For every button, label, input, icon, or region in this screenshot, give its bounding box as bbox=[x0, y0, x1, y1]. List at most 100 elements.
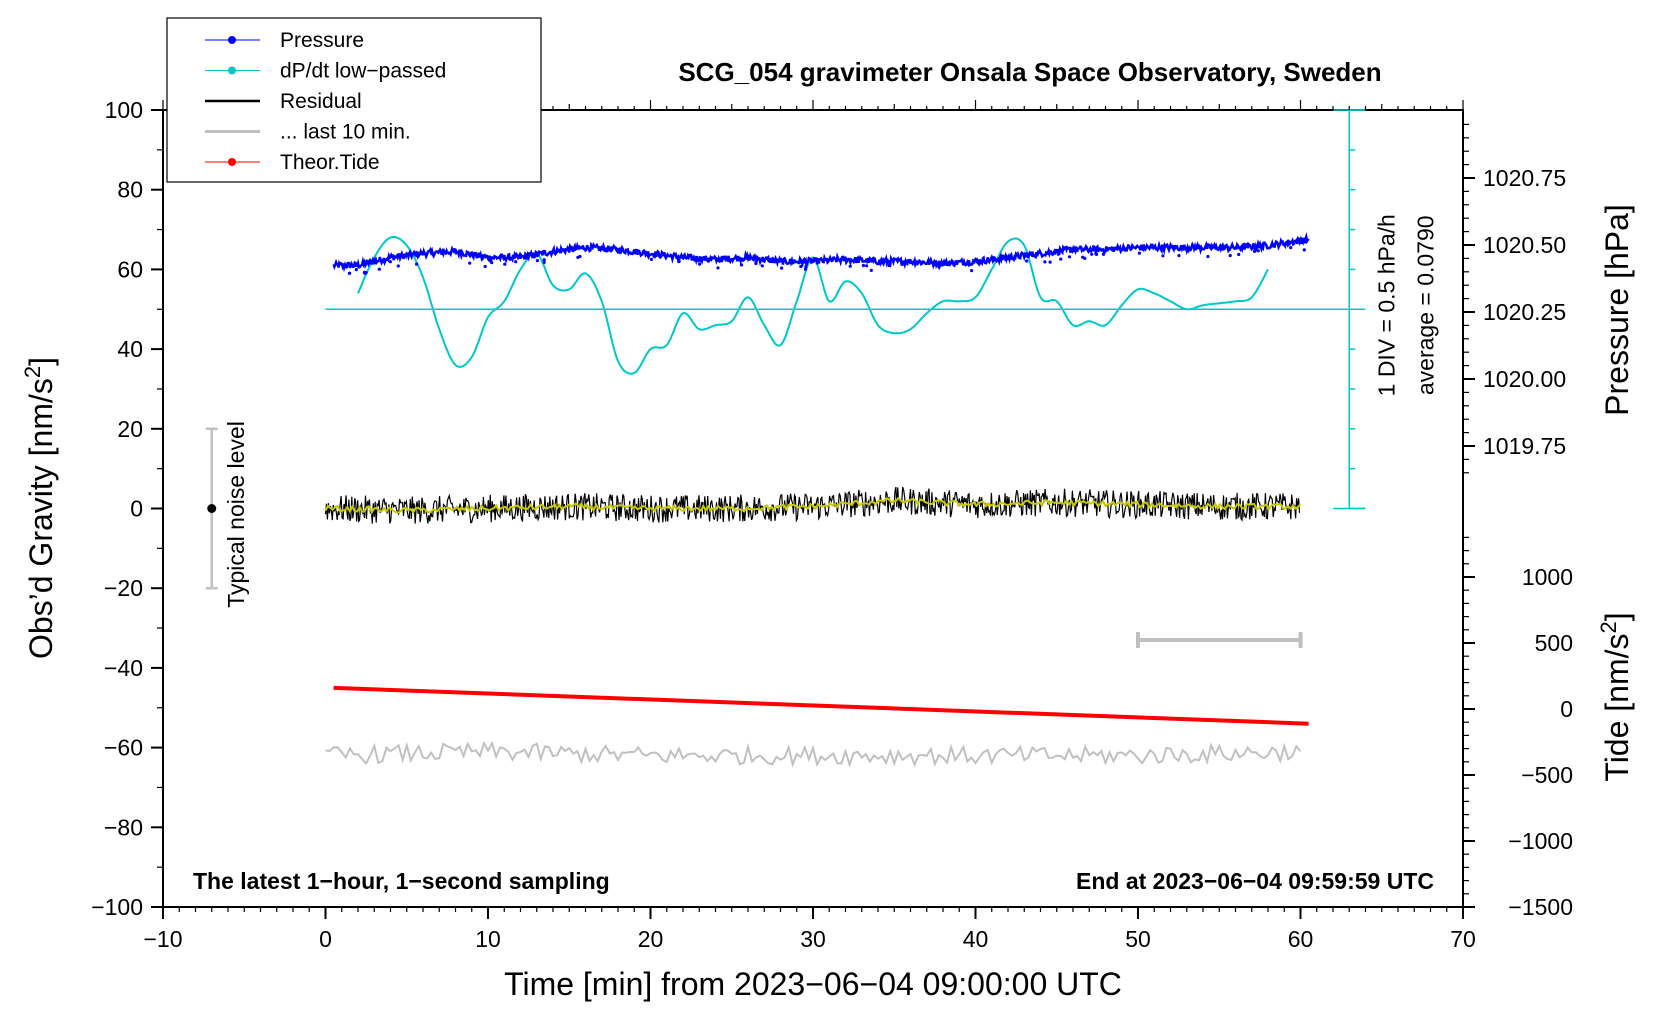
pressure-point bbox=[1090, 252, 1094, 256]
pressure-tick-label: 1019.75 bbox=[1483, 433, 1566, 459]
pressure-point bbox=[542, 260, 546, 264]
pressure-point bbox=[970, 269, 974, 273]
pressure-point bbox=[396, 264, 400, 268]
pressure-point bbox=[388, 260, 392, 264]
noise-level-bar bbox=[205, 427, 218, 590]
pressure-point bbox=[804, 265, 808, 269]
pressure-point bbox=[848, 264, 852, 268]
bottom-right-note: End at 2023−06−04 09:59:59 UTC bbox=[1076, 868, 1434, 894]
legend-label: Theor.Tide bbox=[280, 151, 380, 174]
pressure-point bbox=[754, 261, 758, 266]
pressure-point bbox=[649, 257, 654, 261]
pressure-point bbox=[468, 261, 472, 265]
pressure-point bbox=[780, 266, 784, 270]
legend-swatch-dot bbox=[228, 36, 236, 44]
noise-level-label: Typical noise level bbox=[223, 421, 249, 608]
pressure-point bbox=[1137, 251, 1141, 255]
pressure-point bbox=[1256, 249, 1260, 253]
pressure-point bbox=[1161, 254, 1165, 258]
series-residual bbox=[324, 486, 1301, 524]
pressure-point bbox=[716, 266, 720, 270]
pressure-points bbox=[347, 246, 1306, 275]
series-last-10-min bbox=[325, 740, 1302, 768]
pressure-point bbox=[415, 262, 419, 266]
pressure-point bbox=[1228, 253, 1232, 258]
x-tick-label: 70 bbox=[1450, 926, 1476, 952]
y-tick-label: 20 bbox=[117, 416, 143, 442]
legend-label: Residual bbox=[280, 90, 362, 113]
pressure-point bbox=[377, 267, 381, 271]
y-tick-label: −80 bbox=[104, 814, 143, 840]
pressure-point bbox=[1043, 260, 1047, 264]
legend-label: Pressure bbox=[280, 29, 364, 52]
pressure-point bbox=[503, 262, 507, 266]
pressure-point bbox=[535, 259, 540, 263]
series-dpdt-lowpassed bbox=[357, 235, 1269, 375]
pressure-point bbox=[1048, 260, 1052, 264]
x-tick-label: 60 bbox=[1288, 926, 1314, 952]
pressure-point bbox=[490, 261, 494, 265]
dpdt-average-label: average = 0.0790 bbox=[1412, 215, 1438, 395]
last-10-min-bar bbox=[1136, 632, 1303, 649]
pressure-point bbox=[865, 264, 869, 268]
pressure-point bbox=[861, 263, 866, 268]
y-axis-tide-label: Tide [nm/s2] bbox=[1596, 612, 1635, 781]
pressure-tick-label: 1020.50 bbox=[1483, 232, 1566, 258]
pressure-point bbox=[799, 264, 803, 269]
series-theor-tide bbox=[333, 685, 1309, 726]
y-axis-tide-ticks: 1000 500 0 −500 −1000 −1500 bbox=[1463, 536, 1573, 920]
tide-tick-label: −500 bbox=[1521, 762, 1573, 788]
pressure-point bbox=[1067, 255, 1072, 259]
pressure-point bbox=[1253, 248, 1257, 253]
tide-tick-label: 500 bbox=[1535, 630, 1573, 656]
x-tick-label: 30 bbox=[800, 926, 826, 952]
x-tick-label: 20 bbox=[638, 926, 664, 952]
pressure-point bbox=[514, 260, 518, 264]
y-tick-label: −20 bbox=[104, 575, 143, 601]
pressure-point bbox=[542, 258, 546, 262]
pressure-point bbox=[576, 255, 580, 259]
tide-tick-label: −1500 bbox=[1508, 894, 1573, 920]
pressure-point bbox=[1302, 248, 1306, 252]
x-tick-label: 0 bbox=[319, 926, 332, 952]
tide-tick-label: −1000 bbox=[1508, 828, 1573, 854]
pressure-point bbox=[1289, 246, 1293, 250]
x-axis-label: Time [min] from 2023−06−04 09:00:00 UTC bbox=[504, 966, 1122, 1002]
x-tick-label: −10 bbox=[143, 926, 182, 952]
dpdt-scale-label: 1 DIV = 0.5 hPa/h bbox=[1373, 214, 1399, 396]
tide-tick-label: 0 bbox=[1560, 696, 1573, 722]
y-axis-left-label: Obs’d Gravity [nm/s2] bbox=[20, 357, 59, 659]
y-tick-label: 80 bbox=[117, 177, 143, 203]
bottom-left-note: The latest 1−hour, 1−second sampling bbox=[193, 868, 610, 894]
pressure-point bbox=[1206, 254, 1210, 259]
y-tick-label: −40 bbox=[104, 655, 143, 681]
pressure-point bbox=[677, 260, 681, 264]
y-axis-pressure-ticks: 1020.75 1020.50 1020.25 1020.00 1019.75 bbox=[1463, 123, 1566, 474]
noise-bar-center bbox=[207, 504, 217, 513]
pressure-point bbox=[1059, 257, 1063, 261]
legend-swatch-dot bbox=[228, 66, 236, 75]
legend-label: ... last 10 min. bbox=[280, 121, 411, 144]
pressure-point bbox=[803, 267, 808, 271]
pressure-point bbox=[362, 270, 366, 274]
x-tick-label: 10 bbox=[475, 926, 501, 952]
pressure-point bbox=[1094, 252, 1098, 256]
series-residual-smoothed bbox=[324, 496, 1302, 515]
pressure-point bbox=[698, 262, 702, 266]
series-pressure bbox=[332, 232, 1310, 273]
pressure-point bbox=[1101, 252, 1106, 256]
pressure-point bbox=[483, 264, 487, 269]
legend: Pressure dP/dt low−passed Residual ... last… bbox=[166, 17, 542, 183]
x-tick-label: 50 bbox=[1125, 926, 1151, 952]
y-tick-label: 40 bbox=[117, 336, 143, 362]
y-axis-left-ticks: 100 80 60 40 20 0 −20 −40 −60 −80 −100 bbox=[91, 97, 163, 920]
tide-tick-label: 1000 bbox=[1522, 564, 1573, 590]
x-axis-ticks: −10 0 10 20 30 40 50 60 70 bbox=[143, 907, 1476, 952]
pressure-tick-label: 1020.00 bbox=[1483, 366, 1566, 392]
pressure-point bbox=[887, 263, 891, 268]
pressure-point bbox=[760, 264, 764, 268]
y-tick-label: 100 bbox=[105, 97, 143, 123]
pressure-point bbox=[1177, 253, 1181, 258]
pressure-point bbox=[739, 263, 744, 267]
